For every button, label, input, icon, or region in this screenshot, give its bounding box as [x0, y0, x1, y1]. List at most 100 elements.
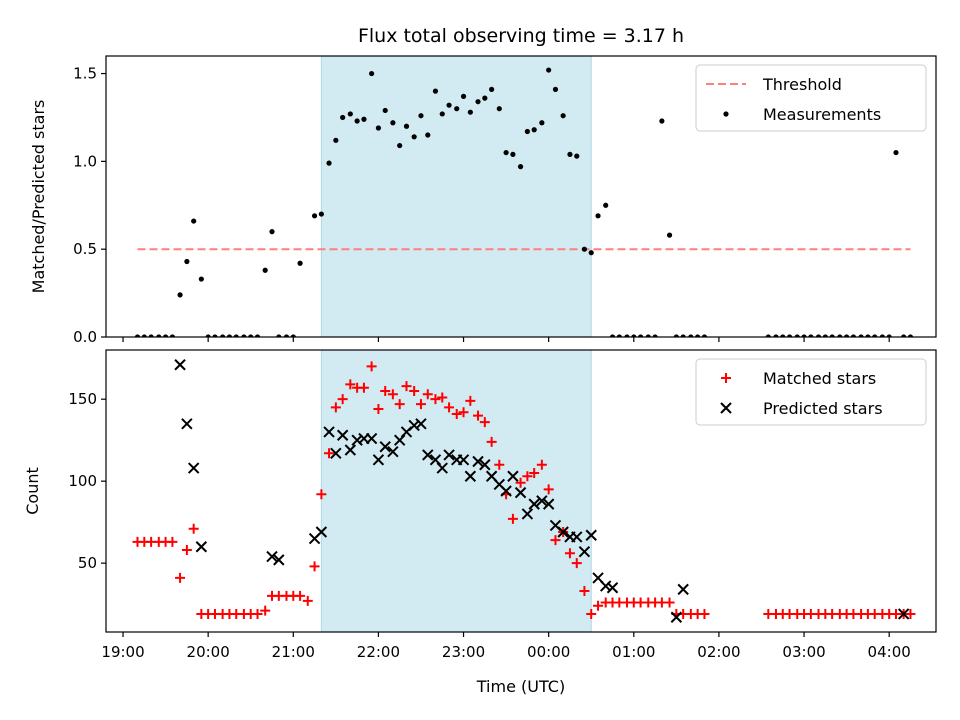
measurements-point: [616, 334, 622, 337]
predicted-stars-point: [571, 531, 583, 543]
matched-stars-point: [465, 395, 476, 406]
predicted-stars-point: [415, 418, 427, 430]
measurements-point: [844, 334, 850, 337]
y-tick-label: 0.5: [73, 240, 97, 258]
predicted-stars-point: [195, 541, 208, 553]
measurements-point: [786, 334, 793, 337]
predicted-stars-point: [408, 419, 420, 432]
predicted-stars-point: [677, 583, 689, 596]
measurements-point: [439, 111, 445, 117]
predicted-stars-point: [174, 359, 186, 371]
legend-box: [695, 64, 927, 132]
measurements-point: [283, 334, 290, 337]
predicted-stars-point: [578, 545, 591, 558]
measurements-point: [454, 106, 460, 112]
measurements-point: [482, 95, 488, 101]
measurements-point: [141, 334, 147, 337]
measurements-point: [794, 334, 800, 337]
observing-window-shade: [320, 349, 592, 633]
measurements-point: [638, 334, 644, 337]
plot-area: [132, 359, 916, 623]
measurements-point: [680, 334, 686, 337]
measurements-point: [311, 213, 318, 219]
measurements-point: [382, 107, 388, 114]
top-panel: 0.0 0.5 1.0 1.5 Matched/Predicted stars Flux …: [29, 25, 937, 346]
predicted-stars-point: [479, 459, 491, 471]
predicted-stars-point: [542, 498, 555, 510]
measurements-point: [425, 132, 431, 138]
predicted-stars-point: [323, 426, 335, 438]
measurements-point: [645, 334, 651, 337]
y-axis-label: Matched/Predicted stars: [29, 100, 48, 294]
matched-stars-point: [473, 410, 484, 421]
measurements-point: [595, 213, 601, 219]
measurements-point: [276, 334, 282, 337]
matched-stars-point: [302, 595, 313, 606]
predicted-stars-point: [521, 508, 534, 520]
measurements-point: [212, 334, 218, 337]
x-tick-label: 04:00: [868, 643, 911, 661]
predicted-stars-point: [507, 470, 519, 482]
measurements-point: [290, 334, 296, 337]
measurements-point: [850, 334, 857, 337]
measurements-point: [609, 334, 616, 337]
measurements-point: [241, 334, 247, 337]
predicted-stars-point: [500, 485, 512, 497]
measurements-point: [262, 267, 268, 273]
measurements-point: [460, 93, 467, 99]
legend-marker-predicted: [720, 402, 732, 414]
matched-stars-point: [515, 477, 526, 488]
measurements-point: [688, 334, 694, 337]
predicted-stars-point: [464, 470, 477, 482]
predicted-stars-point: [266, 550, 278, 563]
matched-stars-point: [586, 608, 597, 619]
measurements-point: [503, 149, 509, 156]
measurements-point: [546, 67, 552, 73]
measurements-point: [822, 334, 828, 337]
measurements-point: [765, 334, 771, 337]
predicted-stars-point: [606, 582, 619, 594]
y-tick-label: 0.0: [73, 328, 97, 346]
predicted-stars-point: [422, 449, 434, 461]
predicted-stars-point: [897, 608, 910, 620]
x-tick-label: 20:00: [187, 643, 230, 661]
matched-stars-point: [550, 535, 561, 546]
measurements-point: [254, 334, 261, 337]
measurements-point: [361, 116, 367, 122]
predicted-stars-point: [536, 495, 548, 507]
matched-stars-point: [358, 382, 369, 393]
predicted-stars-point: [443, 449, 455, 461]
measurements-point: [815, 334, 822, 337]
measurements-point: [567, 151, 573, 157]
measurements-point: [581, 246, 588, 252]
measurements-point: [510, 151, 516, 157]
measurements-point: [411, 134, 417, 140]
matched-stars-point: [394, 399, 405, 410]
measurements-point: [574, 153, 580, 159]
predicted-stars-point: [273, 554, 285, 566]
predicted-stars-point: [344, 444, 357, 456]
matched-stars-point: [430, 394, 441, 405]
matched-stars-point: [543, 484, 554, 495]
measurements-point: [659, 118, 665, 124]
predicted-stars-point: [372, 454, 385, 466]
predicted-stars-point: [472, 455, 484, 468]
plot-area: [134, 67, 914, 337]
measurements-point: [531, 127, 537, 133]
y-tick-label: 1.5: [73, 65, 97, 83]
matched-stars-point: [437, 392, 448, 403]
measurements-point: [418, 113, 424, 119]
axes-frame: [105, 55, 937, 338]
measurements-point: [177, 292, 183, 298]
measurements-point: [879, 334, 885, 337]
measurements-point: [205, 334, 211, 337]
measurements-point: [333, 137, 339, 143]
y-tick-label: 1.0: [73, 152, 97, 170]
matched-stars-point: [345, 379, 356, 390]
measurements-point: [156, 334, 162, 337]
matched-stars-point: [373, 404, 384, 415]
axes-frame: [105, 349, 937, 633]
measurements-point: [517, 164, 524, 170]
measurements-point: [248, 334, 254, 337]
